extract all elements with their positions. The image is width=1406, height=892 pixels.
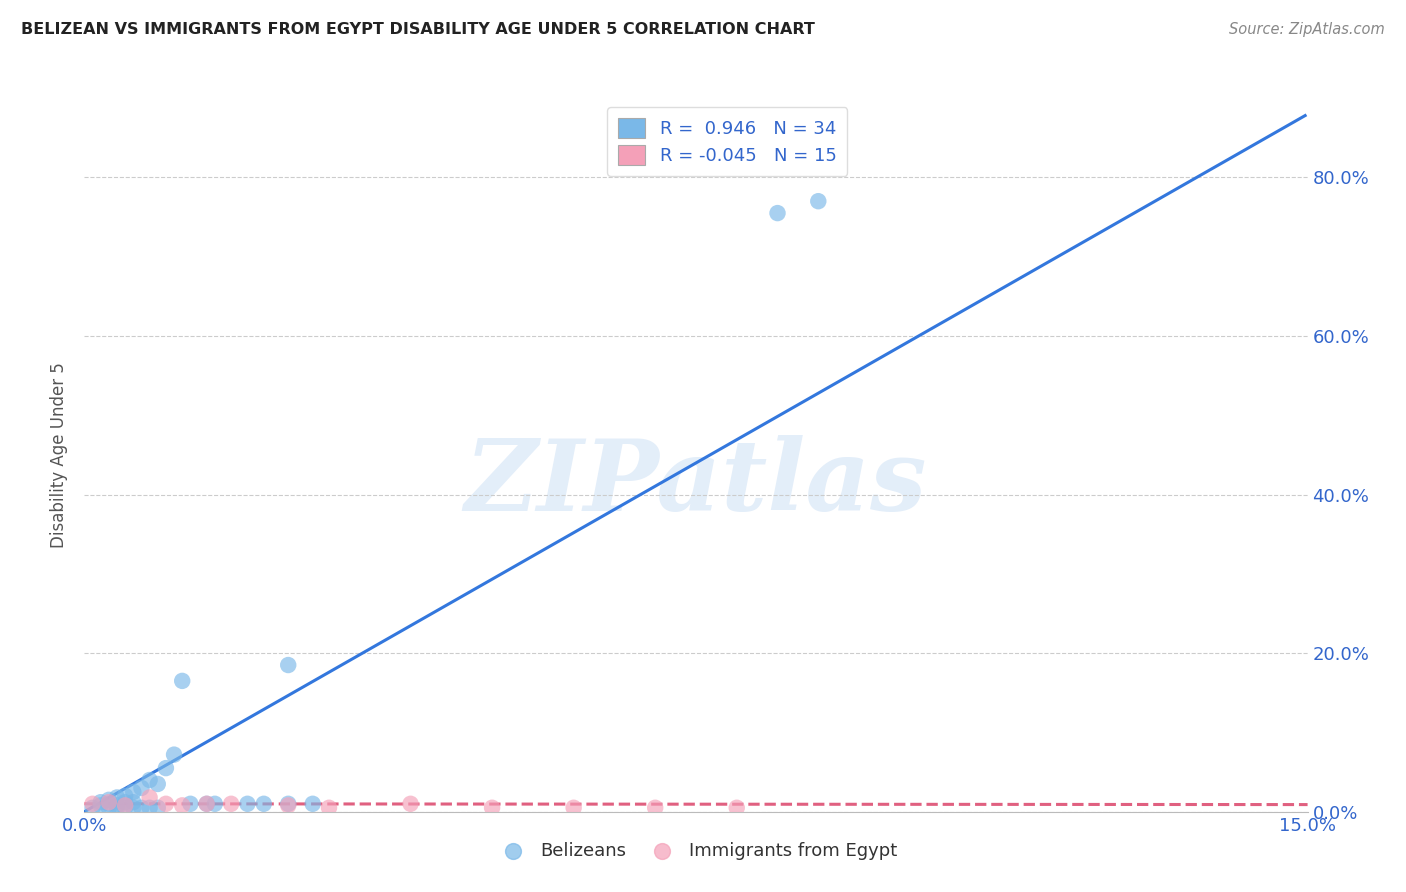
Point bbox=[253, 797, 276, 811]
Point bbox=[131, 801, 153, 815]
Point bbox=[481, 801, 503, 815]
Point bbox=[122, 801, 145, 815]
Point bbox=[725, 801, 748, 815]
Point bbox=[204, 797, 226, 811]
Point bbox=[399, 797, 422, 811]
Point bbox=[114, 801, 136, 815]
Point bbox=[122, 795, 145, 809]
Point bbox=[105, 801, 128, 815]
Point bbox=[138, 772, 160, 787]
Legend: Belizeans, Immigrants from Egypt: Belizeans, Immigrants from Egypt bbox=[488, 835, 904, 867]
Point bbox=[195, 797, 218, 811]
Text: BELIZEAN VS IMMIGRANTS FROM EGYPT DISABILITY AGE UNDER 5 CORRELATION CHART: BELIZEAN VS IMMIGRANTS FROM EGYPT DISABI… bbox=[21, 22, 815, 37]
Point bbox=[277, 658, 299, 673]
Point bbox=[318, 801, 340, 815]
Point bbox=[277, 798, 299, 813]
Point bbox=[155, 761, 177, 775]
Point bbox=[114, 798, 136, 813]
Point bbox=[131, 780, 153, 795]
Point bbox=[105, 798, 128, 813]
Point bbox=[301, 797, 323, 811]
Point bbox=[97, 801, 120, 815]
Point bbox=[105, 790, 128, 805]
Point bbox=[146, 801, 169, 815]
Point bbox=[138, 790, 160, 805]
Point bbox=[97, 797, 120, 811]
Point bbox=[82, 797, 104, 811]
Point bbox=[219, 797, 242, 811]
Point bbox=[766, 206, 789, 220]
Point bbox=[277, 797, 299, 811]
Point bbox=[97, 795, 120, 809]
Y-axis label: Disability Age Under 5: Disability Age Under 5 bbox=[51, 362, 69, 548]
Point bbox=[179, 797, 201, 811]
Point bbox=[172, 673, 194, 688]
Point bbox=[138, 801, 160, 815]
Point bbox=[644, 801, 666, 815]
Point bbox=[195, 797, 218, 811]
Text: Source: ZipAtlas.com: Source: ZipAtlas.com bbox=[1229, 22, 1385, 37]
Point bbox=[562, 801, 585, 815]
Point bbox=[114, 795, 136, 809]
Point bbox=[90, 795, 112, 809]
Point bbox=[172, 798, 194, 813]
Text: ZIPatlas: ZIPatlas bbox=[465, 435, 927, 532]
Point bbox=[163, 747, 186, 762]
Point bbox=[82, 801, 104, 815]
Point bbox=[122, 785, 145, 799]
Point bbox=[807, 194, 830, 209]
Point bbox=[146, 777, 169, 791]
Point bbox=[97, 793, 120, 807]
Point bbox=[114, 789, 136, 803]
Point bbox=[90, 798, 112, 813]
Point bbox=[236, 797, 259, 811]
Point bbox=[155, 797, 177, 811]
